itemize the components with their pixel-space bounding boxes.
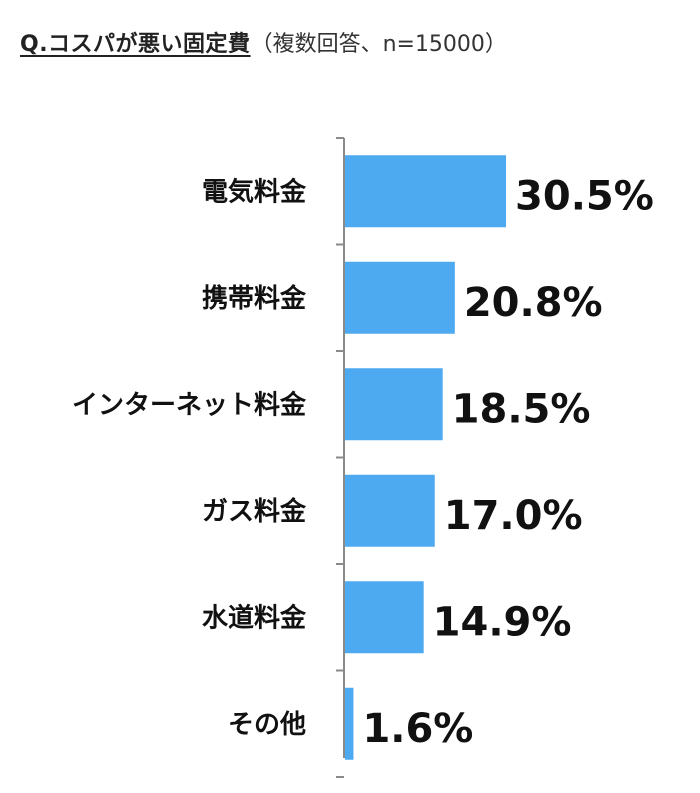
category-label: ガス料金	[202, 496, 307, 527]
value-label: 20.8%	[464, 280, 603, 326]
chart-title: Q.コスパが悪い固定費	[20, 32, 251, 57]
category-label: インターネット料金	[72, 389, 307, 420]
bar	[345, 474, 435, 547]
bar	[345, 368, 443, 441]
category-label: その他	[228, 710, 306, 740]
bar	[345, 261, 455, 334]
bar	[345, 687, 354, 760]
chart-subtitle: （複数回答、n=15000）	[250, 32, 507, 57]
bar	[345, 581, 424, 654]
bar	[345, 155, 507, 228]
value-label: 30.5%	[515, 173, 654, 219]
category-label: 水道料金	[202, 602, 307, 633]
value-label: 1.6%	[362, 706, 473, 752]
value-label: 18.5%	[452, 386, 591, 432]
value-label: 14.9%	[433, 599, 572, 645]
chart-header: Q.コスパが悪い固定費 （複数回答、n=15000）	[20, 26, 507, 62]
value-label: 17.0%	[444, 493, 583, 539]
category-label: 携帯料金	[202, 283, 307, 314]
category-label: 電気料金	[202, 176, 307, 207]
